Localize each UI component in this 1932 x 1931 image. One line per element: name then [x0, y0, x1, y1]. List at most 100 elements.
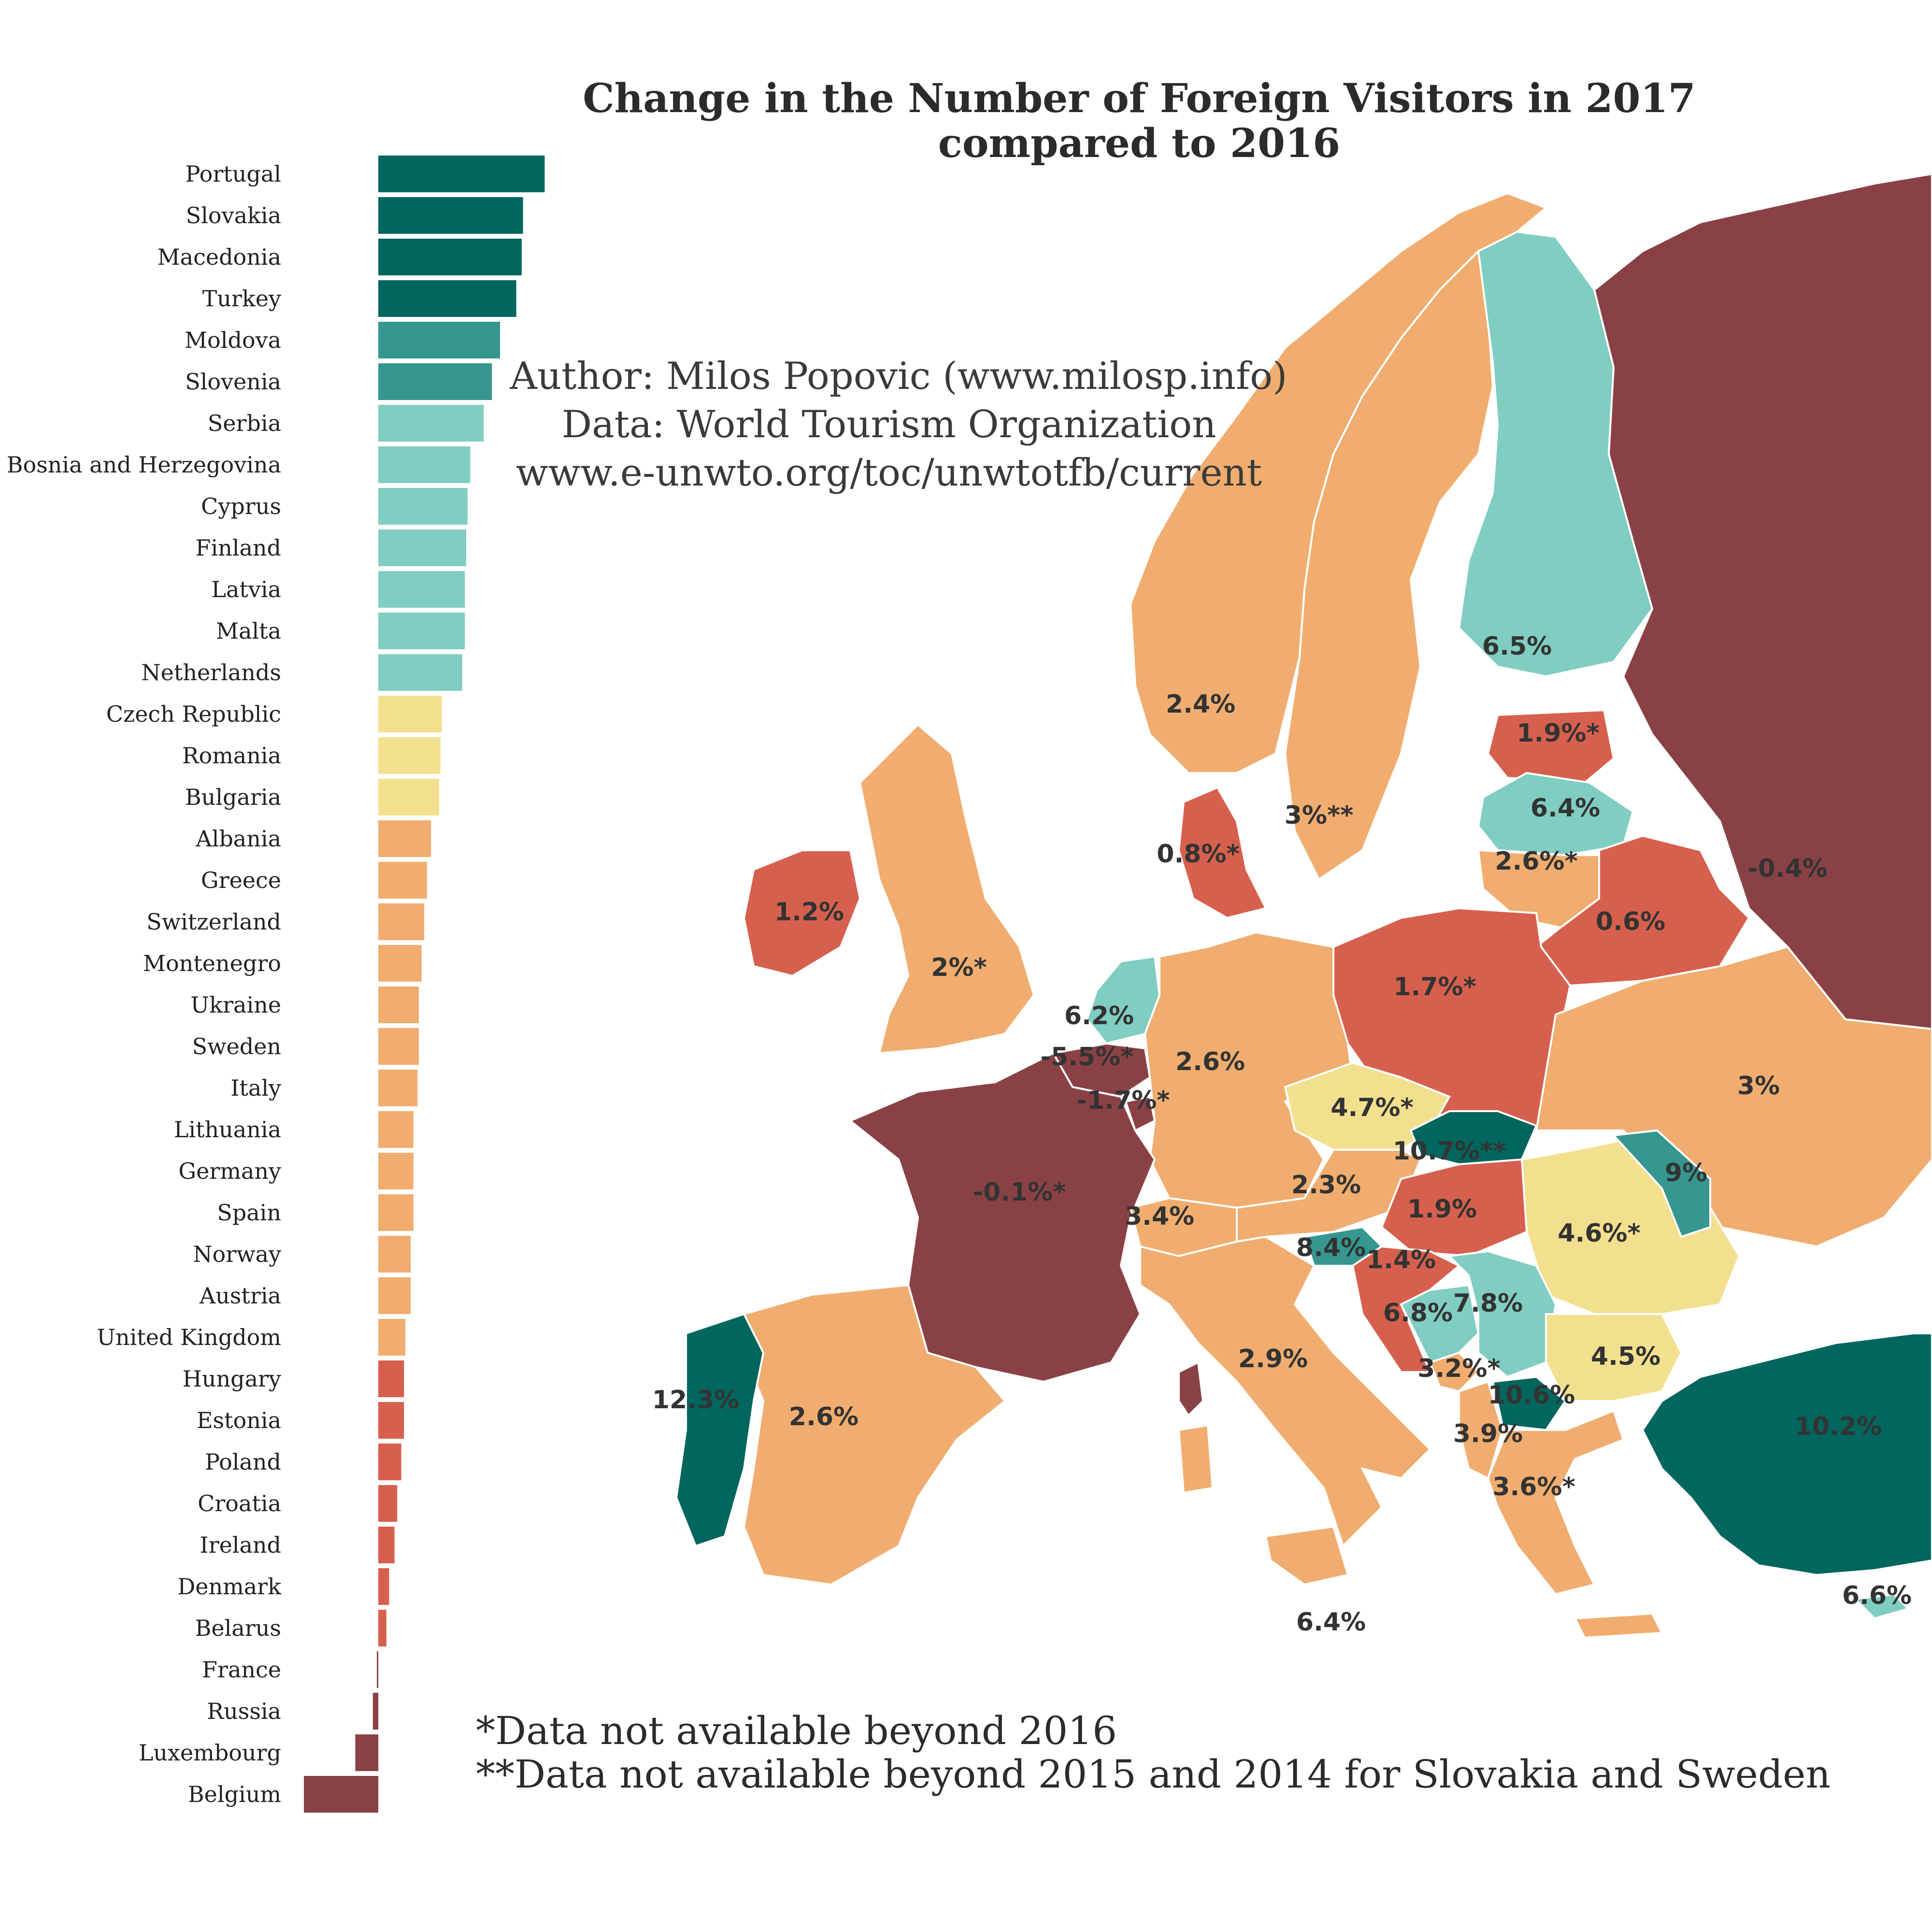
map-label-malta: 6.4% — [1296, 1608, 1366, 1637]
bar-czech-republic — [378, 696, 442, 732]
map-label-denmark: 0.8%* — [1157, 840, 1239, 869]
category-label: Serbia — [208, 410, 281, 436]
bar-france — [377, 1651, 378, 1688]
map-region-crete — [1573, 1612, 1664, 1639]
map-label-switzerland: 3.4% — [1125, 1202, 1194, 1231]
category-label: Sweden — [192, 1033, 281, 1059]
bar-switzerland — [378, 903, 425, 940]
map-label-croatia: 1.4% — [1366, 1245, 1436, 1274]
category-label: Germany — [178, 1158, 281, 1184]
map-region-bulgaria — [1545, 1313, 1683, 1402]
map-label-belarus: 0.6% — [1596, 907, 1665, 936]
bar-turkey — [378, 280, 516, 317]
map-label-moldova: 9% — [1665, 1159, 1707, 1187]
category-label: Luxembourg — [139, 1740, 281, 1766]
map-label-united-kingdom: 2%* — [931, 953, 987, 982]
map-label-austria: 2.3% — [1291, 1171, 1361, 1200]
bar-latvia — [378, 571, 465, 608]
category-label: Finland — [196, 535, 281, 561]
map-region-united-kingdom — [859, 723, 1035, 1055]
bar-hungary — [378, 1360, 404, 1397]
bar-chart: Portugal Slovakia Macedonia Turkey Moldova Sl… — [7, 156, 545, 1813]
map-region-serbia — [1447, 1250, 1557, 1378]
map-label-latvia: 6.4% — [1531, 794, 1600, 823]
bar-slovakia — [378, 197, 523, 234]
category-label: Switzerland — [146, 909, 281, 935]
map-label-italy: 2.9% — [1238, 1345, 1308, 1373]
map-label-estonia: 1.9%* — [1517, 719, 1599, 748]
map-region-finland — [1458, 230, 1654, 678]
map-label-turkey: 10.2% — [1795, 1412, 1882, 1441]
bar-cyprus — [378, 488, 468, 525]
bar-belarus — [378, 1610, 386, 1646]
map-label-cyprus: 6.6% — [1842, 1581, 1912, 1610]
category-label: Turkey — [202, 286, 281, 312]
bar-netherlands — [378, 654, 462, 691]
category-label: Macedonia — [157, 244, 281, 270]
bar-belgium — [304, 1776, 378, 1813]
bar-poland — [378, 1444, 401, 1480]
category-label: Poland — [205, 1449, 281, 1475]
map-label-bosnia-and-herzegovina: 6.8% — [1383, 1299, 1453, 1328]
bar-denmark — [378, 1568, 389, 1605]
bar-albania — [378, 820, 431, 857]
chart-title-line2: compared to 2016 — [938, 120, 1340, 167]
category-label: Greece — [201, 867, 281, 893]
bar-bulgaria — [378, 779, 439, 815]
map-region-sardinia — [1177, 1424, 1214, 1494]
map-region-montenegro — [1429, 1351, 1480, 1393]
map-label-lithuania: 2.6%* — [1495, 847, 1577, 876]
bar-portugal — [378, 156, 545, 192]
map-label-slovenia: 8.4% — [1296, 1233, 1366, 1262]
map-label-montenegro: 3.2%* — [1417, 1354, 1500, 1383]
map-label-russia: -0.4% — [1747, 854, 1828, 883]
category-label: Netherlands — [141, 659, 281, 686]
category-label: Russia — [207, 1698, 281, 1724]
bar-croatia — [378, 1485, 398, 1522]
bar-malta — [378, 613, 465, 649]
bar-finland — [378, 529, 466, 566]
category-label: Latvia — [211, 576, 281, 602]
category-label: Croatia — [198, 1490, 281, 1516]
map-region-turkey — [1641, 1332, 1932, 1576]
map-label-slovakia: 10.7%** — [1393, 1137, 1506, 1166]
map-label-france: -0.1%* — [973, 1178, 1066, 1207]
map-label-hungary: 1.9% — [1407, 1195, 1477, 1224]
map-label-germany: 2.6% — [1175, 1047, 1245, 1076]
category-label: Cyprus — [201, 493, 281, 519]
map-label-czech-republic: 4.7%* — [1331, 1093, 1413, 1122]
map-label-greece: 3.6%* — [1492, 1473, 1575, 1502]
map-label-macedonia: 10.6% — [1488, 1381, 1575, 1410]
author-credit: Author: Milos Popovic (www.milosp.info) — [510, 355, 1288, 398]
map-label-spain: 2.6% — [789, 1402, 859, 1431]
map-label-norway: 2.4% — [1166, 690, 1235, 719]
bar-austria — [378, 1277, 411, 1314]
map-region-sicily — [1264, 1525, 1349, 1586]
bar-russia — [372, 1693, 378, 1730]
bar-united-kingdom — [378, 1319, 405, 1356]
category-label: Slovakia — [186, 202, 281, 229]
bar-sweden — [378, 1028, 419, 1065]
map-label-netherlands: 6.2% — [1064, 1001, 1134, 1030]
category-label: Norway — [193, 1241, 281, 1267]
bar-spain — [378, 1194, 414, 1231]
map-region-denmark — [1177, 786, 1267, 919]
map-label-portugal: 12.3% — [652, 1386, 739, 1415]
map-label-ukraine: 3% — [1737, 1072, 1780, 1101]
bar-serbia — [378, 405, 484, 442]
category-label: Austria — [199, 1283, 281, 1309]
bar-estonia — [378, 1402, 404, 1439]
map-label-albania: 3.9% — [1453, 1419, 1523, 1448]
bar-romania — [378, 737, 441, 774]
map-label-bulgaria: 4.5% — [1591, 1342, 1660, 1371]
category-label: Czech Republic — [106, 701, 281, 727]
category-label: Albania — [195, 826, 281, 852]
category-label: Montenegro — [143, 950, 281, 976]
map-region-slovakia — [1409, 1110, 1538, 1166]
category-label: Malta — [216, 618, 281, 644]
category-label: Belgium — [188, 1781, 281, 1807]
chart-title-line1: Change in the Number of Foreign Visitors… — [583, 75, 1695, 122]
category-label: Romania — [182, 743, 281, 769]
bar-ukraine — [378, 987, 419, 1023]
